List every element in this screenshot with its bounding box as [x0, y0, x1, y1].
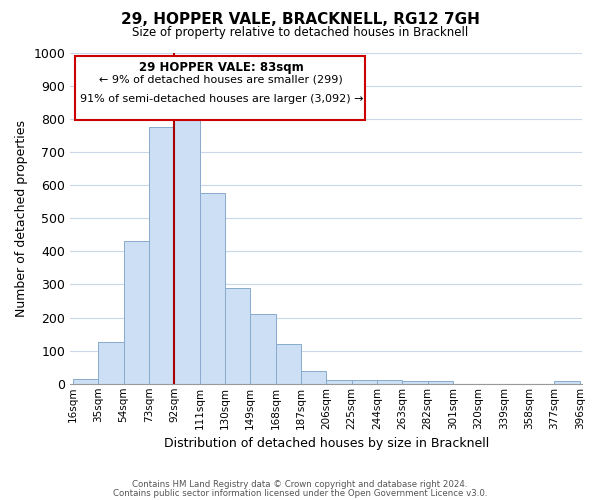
Bar: [225, 288, 250, 384]
Text: 29, HOPPER VALE, BRACKNELL, RG12 7GH: 29, HOPPER VALE, BRACKNELL, RG12 7GH: [121, 12, 479, 28]
Bar: [124, 242, 149, 384]
Bar: [174, 119, 200, 384]
Bar: [428, 381, 453, 384]
Bar: [149, 127, 174, 384]
Bar: [200, 194, 225, 384]
Text: Size of property relative to detached houses in Bracknell: Size of property relative to detached ho…: [132, 26, 468, 39]
Bar: [73, 379, 98, 384]
Text: 29 HOPPER VALE: 83sqm: 29 HOPPER VALE: 83sqm: [139, 61, 304, 74]
Bar: [250, 314, 275, 384]
Text: ← 9% of detached houses are smaller (299): ← 9% of detached houses are smaller (299…: [100, 74, 343, 84]
Bar: [403, 381, 428, 384]
Bar: [98, 342, 124, 384]
Text: Contains HM Land Registry data © Crown copyright and database right 2024.: Contains HM Land Registry data © Crown c…: [132, 480, 468, 489]
Bar: [377, 380, 403, 384]
Bar: [301, 370, 326, 384]
Bar: [352, 380, 377, 384]
Text: Contains public sector information licensed under the Open Government Licence v3: Contains public sector information licen…: [113, 489, 487, 498]
Y-axis label: Number of detached properties: Number of detached properties: [15, 120, 28, 316]
Bar: [554, 381, 580, 384]
Bar: [275, 344, 301, 384]
X-axis label: Distribution of detached houses by size in Bracknell: Distribution of detached houses by size …: [164, 437, 489, 450]
Text: 91% of semi-detached houses are larger (3,092) →: 91% of semi-detached houses are larger (…: [80, 94, 363, 104]
Bar: [326, 380, 352, 384]
FancyBboxPatch shape: [76, 56, 365, 120]
